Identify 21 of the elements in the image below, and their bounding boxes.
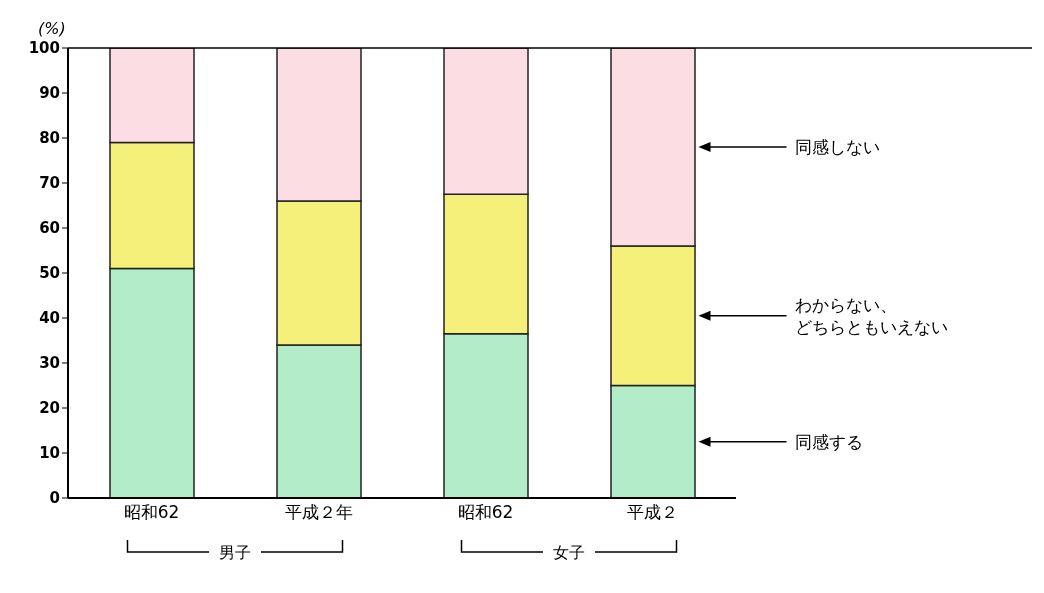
y-tick-label: 10	[39, 444, 60, 463]
y-tick-label: 40	[39, 309, 60, 328]
y-axis-title: (%)	[38, 19, 66, 38]
y-tick-label: 70	[39, 174, 60, 193]
x-tick-label: 平成２	[627, 502, 678, 523]
y-tick-label: 80	[39, 129, 60, 148]
y-tick-label: 100	[28, 39, 60, 58]
text: わからない、どちらともいえない	[794, 294, 948, 337]
text: 同感する	[794, 431, 863, 452]
text: 同感しない	[794, 137, 880, 157]
x-tick-label: 平成２年	[284, 502, 353, 523]
x-tick-label: 昭和62	[457, 502, 514, 523]
y-tick-label: 90	[39, 84, 60, 103]
y-tick-label: 20	[39, 399, 60, 418]
y-tick-label: 50	[39, 264, 60, 283]
text: 男子	[219, 543, 251, 562]
y-tick-label: 60	[39, 219, 60, 238]
y-tick-label: 0	[49, 489, 60, 508]
y-tick-label: 30	[39, 354, 60, 373]
x-tick-label: 昭和62	[123, 502, 180, 523]
text: 女子	[553, 543, 585, 562]
